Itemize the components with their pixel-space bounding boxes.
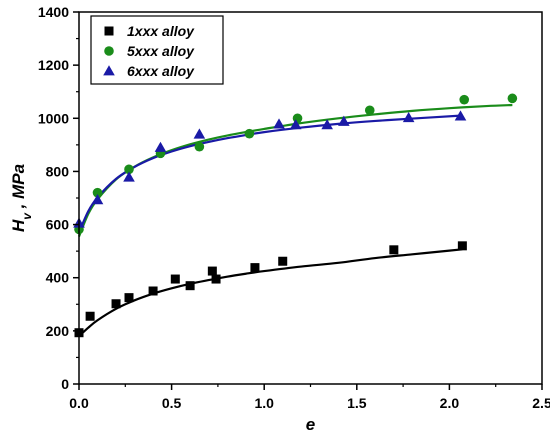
x-tick-label: 0.0 — [69, 395, 89, 411]
data-point-series-3 — [154, 141, 167, 152]
data-points — [73, 93, 518, 338]
data-point-series-1 — [250, 263, 260, 273]
x-tick-label: 0.5 — [162, 395, 182, 411]
x-axis-title: e — [306, 415, 315, 434]
legend-marker-series-2 — [104, 46, 114, 56]
data-point-series-2 — [194, 141, 205, 152]
data-point-series-3 — [193, 128, 206, 139]
legend-label-series-1: 1xxx alloy — [127, 23, 195, 39]
data-point-series-1 — [111, 299, 121, 309]
data-point-series-2 — [124, 164, 134, 175]
x-tick-label: 2.0 — [440, 395, 460, 411]
y-axis: 0 200 400 600 800 1000 1200 1400 — [38, 4, 79, 392]
data-point-series-3 — [91, 194, 104, 205]
data-point-series-1 — [124, 293, 134, 303]
y-tick-label: 1200 — [38, 57, 69, 73]
x-tick-label: 2.5 — [532, 395, 550, 411]
data-point-series-1 — [170, 274, 180, 284]
y-tick-label: 800 — [46, 163, 70, 179]
y-tick-label: 200 — [46, 323, 70, 339]
y-axis-title-rest: , MPa — [9, 164, 28, 213]
data-point-series-2 — [292, 113, 303, 124]
y-tick-label: 1400 — [38, 4, 69, 20]
legend-marker-series-3 — [103, 65, 115, 76]
legend: 1xxx alloy 5xxx alloy 6xxx alloy — [90, 15, 224, 85]
data-point-series-2 — [364, 105, 375, 116]
fit-curve-series-1 — [78, 248, 463, 337]
legend-marker-series-1 — [104, 26, 114, 36]
data-point-series-3 — [338, 115, 350, 126]
data-point-series-3 — [321, 119, 333, 130]
y-tick-label: 1000 — [38, 110, 69, 126]
data-point-series-3 — [123, 171, 135, 182]
data-point-series-1 — [211, 274, 221, 284]
data-point-series-1 — [185, 281, 195, 291]
data-point-series-2 — [507, 93, 518, 104]
y-tick-label: 400 — [46, 270, 70, 286]
y-tick-label: 0 — [61, 376, 69, 392]
y-axis-title-main: H — [9, 219, 28, 232]
y-axis-title: Hv , MPa — [9, 164, 34, 232]
data-point-series-2 — [92, 187, 103, 198]
y-axis-title-sub: v — [20, 212, 34, 220]
data-point-series-2 — [459, 94, 470, 105]
legend-label-series-3: 6xxx alloy — [127, 63, 195, 79]
y-tick-label: 600 — [46, 217, 70, 233]
fit-curves — [77, 103, 513, 337]
data-point-series-1 — [85, 311, 95, 321]
data-point-series-2 — [244, 128, 255, 139]
data-point-series-1 — [148, 286, 158, 296]
data-point-series-1 — [389, 245, 399, 255]
legend-label-series-2: 5xxx alloy — [127, 43, 195, 59]
data-point-series-1 — [207, 266, 217, 276]
x-axis: 0.0 0.5 1.0 1.5 2.0 2.5 — [69, 384, 550, 411]
data-point-series-1 — [457, 241, 467, 251]
x-tick-label: 1.0 — [254, 395, 274, 411]
data-point-series-3 — [289, 119, 302, 130]
data-point-series-3 — [454, 110, 467, 121]
data-point-series-3 — [402, 111, 415, 123]
x-tick-label: 1.5 — [347, 395, 367, 411]
fit-curve-series-3 — [77, 114, 461, 233]
data-point-series-3 — [273, 118, 285, 129]
data-point-series-1 — [278, 256, 288, 266]
